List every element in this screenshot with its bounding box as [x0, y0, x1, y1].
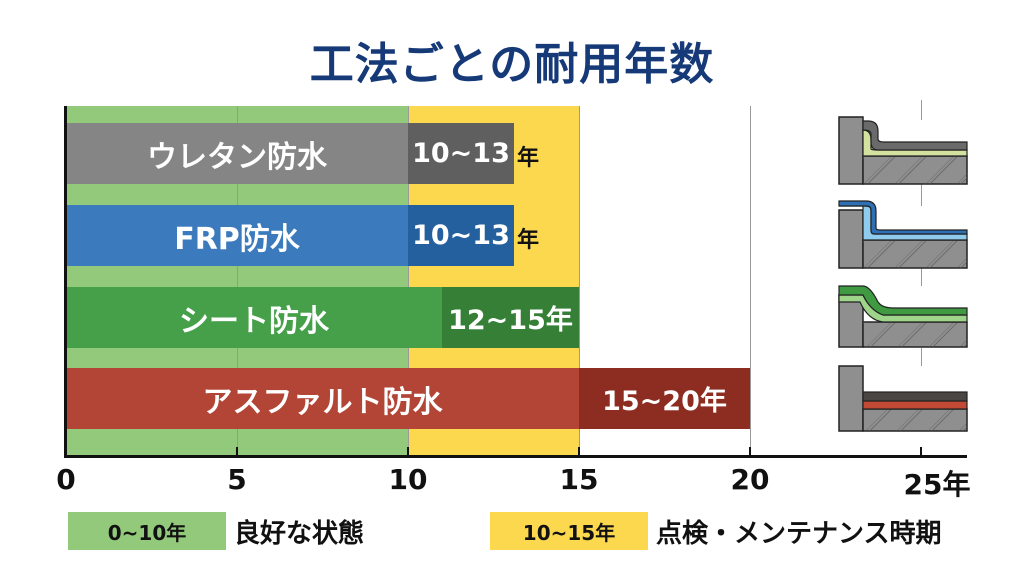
- gridline-25c: [921, 266, 922, 286]
- legend-swatch-maintenance: 10~15年: [490, 512, 648, 550]
- bar-label: シート防水: [66, 287, 442, 348]
- bar-suffix: 年: [517, 228, 540, 253]
- tick-20: [749, 447, 751, 457]
- tick-label-10: 10: [388, 463, 428, 496]
- asphalt-section-icon: [838, 365, 968, 432]
- bar-frp: FRP防水 10~13: [66, 205, 514, 266]
- legend-label-maintenance: 点検・メンテナンス時期: [656, 519, 942, 549]
- bar-label: FRP防水: [66, 205, 408, 266]
- tick-5: [236, 447, 238, 457]
- y-axis: [64, 106, 67, 458]
- bar-label: ウレタン防水: [66, 123, 408, 184]
- tick-label-0: 0: [56, 463, 76, 496]
- x-axis: [64, 455, 967, 458]
- tick-label-20: 20: [730, 463, 770, 496]
- gridline-20: [750, 106, 751, 455]
- bar-urethane: ウレタン防水 10~13: [66, 123, 514, 184]
- gridline-25b: [921, 184, 922, 206]
- legend-label-good: 良好な状態: [234, 519, 365, 549]
- sheet-section-icon: [838, 285, 968, 348]
- bar-range: 15~20年: [579, 368, 750, 429]
- tick-15: [578, 447, 580, 457]
- tick-label-5: 5: [227, 463, 247, 496]
- urethane-section-icon: [838, 116, 968, 185]
- gridline-25d: [921, 348, 922, 366]
- tick-10: [407, 447, 409, 457]
- tick-label-25: 25年: [903, 468, 971, 501]
- chart-title: 工法ごとの耐用年数: [309, 39, 715, 90]
- bar-asphalt: アスファルト防水 15~20年: [66, 368, 750, 429]
- bar-sheet: シート防水 12~15年: [66, 287, 579, 348]
- gridline-15: [579, 106, 580, 455]
- gridline-10: [408, 106, 409, 455]
- tick-label-15: 15: [559, 463, 599, 496]
- gridline-5: [237, 106, 238, 455]
- legend-swatch-good: 0~10年: [68, 512, 226, 550]
- bar-range: 12~15年: [442, 287, 579, 348]
- bar-suffix: 年: [517, 146, 540, 171]
- tick-25: [920, 447, 922, 457]
- bar-range: 10~13: [408, 205, 514, 266]
- bar-label: アスファルト防水: [66, 368, 579, 429]
- gridline-25: [921, 100, 922, 120]
- bar-range: 10~13: [408, 123, 514, 184]
- frp-section-icon: [838, 200, 968, 269]
